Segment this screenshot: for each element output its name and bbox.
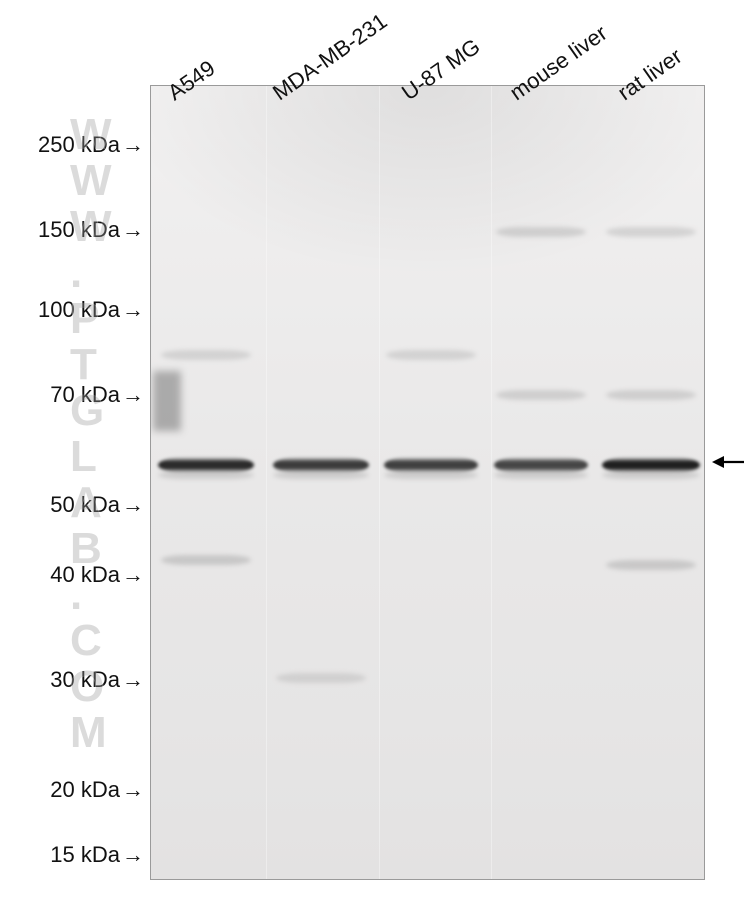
- target-band-arrow: [712, 453, 744, 471]
- marker-arrow-icon: →: [122, 382, 144, 408]
- marker-text: 250 kDa: [38, 132, 120, 157]
- marker-arrow-icon: →: [122, 297, 144, 323]
- marker-text: 40 kDa: [50, 562, 120, 587]
- marker-arrow-icon: →: [122, 132, 144, 158]
- watermark-char: M: [70, 708, 108, 758]
- marker-arrow-icon: →: [122, 667, 144, 693]
- marker-label: 100 kDa→: [0, 297, 144, 323]
- faint-band: [386, 350, 476, 360]
- membrane-background: [151, 86, 704, 879]
- faint-band: [606, 560, 696, 570]
- marker-text: 20 kDa: [50, 777, 120, 802]
- marker-arrow-icon: →: [122, 842, 144, 868]
- faint-band: [276, 673, 366, 683]
- marker-label: 40 kDa→: [0, 562, 144, 588]
- marker-label: 15 kDa→: [0, 842, 144, 868]
- watermark-char: L: [70, 432, 98, 482]
- watermark-char: C: [70, 616, 103, 666]
- marker-text: 150 kDa: [38, 217, 120, 242]
- faint-band: [161, 555, 251, 565]
- smudge: [153, 371, 181, 431]
- faint-band: [606, 390, 696, 400]
- marker-text: 15 kDa: [50, 842, 120, 867]
- marker-text: 30 kDa: [50, 667, 120, 692]
- watermark: WWW.PTGLAB.COM: [70, 110, 140, 810]
- marker-label: 30 kDa→: [0, 667, 144, 693]
- marker-arrow-icon: →: [122, 217, 144, 243]
- marker-label: 20 kDa→: [0, 777, 144, 803]
- marker-arrow-icon: →: [122, 492, 144, 518]
- faint-band: [496, 390, 586, 400]
- faint-band: [496, 227, 586, 237]
- marker-label: 70 kDa→: [0, 382, 144, 408]
- watermark-char: W: [70, 156, 113, 206]
- marker-arrow-icon: →: [122, 777, 144, 803]
- marker-text: 70 kDa: [50, 382, 120, 407]
- marker-label: 150 kDa→: [0, 217, 144, 243]
- marker-text: 100 kDa: [38, 297, 120, 322]
- western-blot-membrane: [150, 85, 705, 880]
- marker-text: 50 kDa: [50, 492, 120, 517]
- marker-label: 50 kDa→: [0, 492, 144, 518]
- watermark-char: .: [70, 248, 83, 298]
- faint-band: [606, 227, 696, 237]
- marker-label: 250 kDa→: [0, 132, 144, 158]
- marker-arrow-icon: →: [122, 562, 144, 588]
- faint-band: [161, 350, 251, 360]
